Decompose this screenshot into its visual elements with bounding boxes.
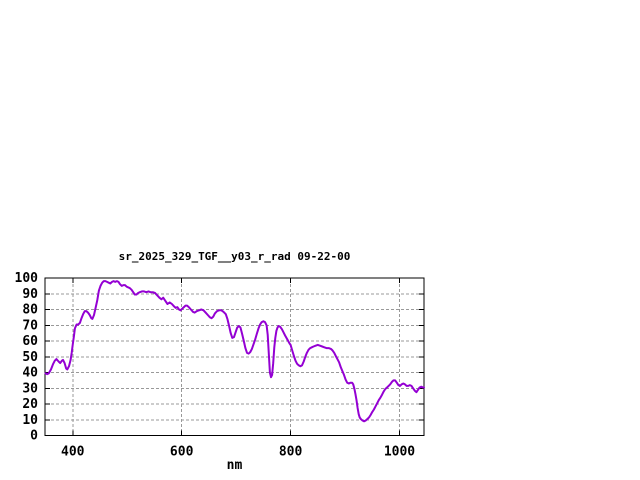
plot-border bbox=[44, 277, 425, 436]
y-tick-label: 100 bbox=[15, 271, 39, 286]
x-tick-label: 1000 bbox=[384, 445, 415, 460]
x-tick-label: 800 bbox=[279, 445, 303, 460]
y-tick-label: 0 bbox=[30, 429, 38, 444]
y-tick-label: 50 bbox=[22, 350, 38, 365]
y-tick-label: 70 bbox=[22, 318, 38, 333]
y-tick-label: 30 bbox=[22, 381, 38, 396]
y-tick-label: 20 bbox=[22, 397, 38, 412]
y-tick-label: 40 bbox=[22, 366, 38, 381]
y-tick-label: 90 bbox=[22, 287, 38, 302]
x-axis-label: nm bbox=[226, 458, 243, 473]
y-tick-label: 10 bbox=[22, 413, 38, 428]
y-tick-label: 60 bbox=[22, 334, 38, 349]
y-tick-label: 80 bbox=[22, 303, 38, 318]
x-tick-label: 600 bbox=[170, 445, 194, 460]
spectrum-line bbox=[44, 280, 425, 423]
x-tick-label: 400 bbox=[61, 445, 85, 460]
chart-title: sr_2025_329_TGF__y03_r_rad 09-22-00 bbox=[118, 250, 351, 263]
